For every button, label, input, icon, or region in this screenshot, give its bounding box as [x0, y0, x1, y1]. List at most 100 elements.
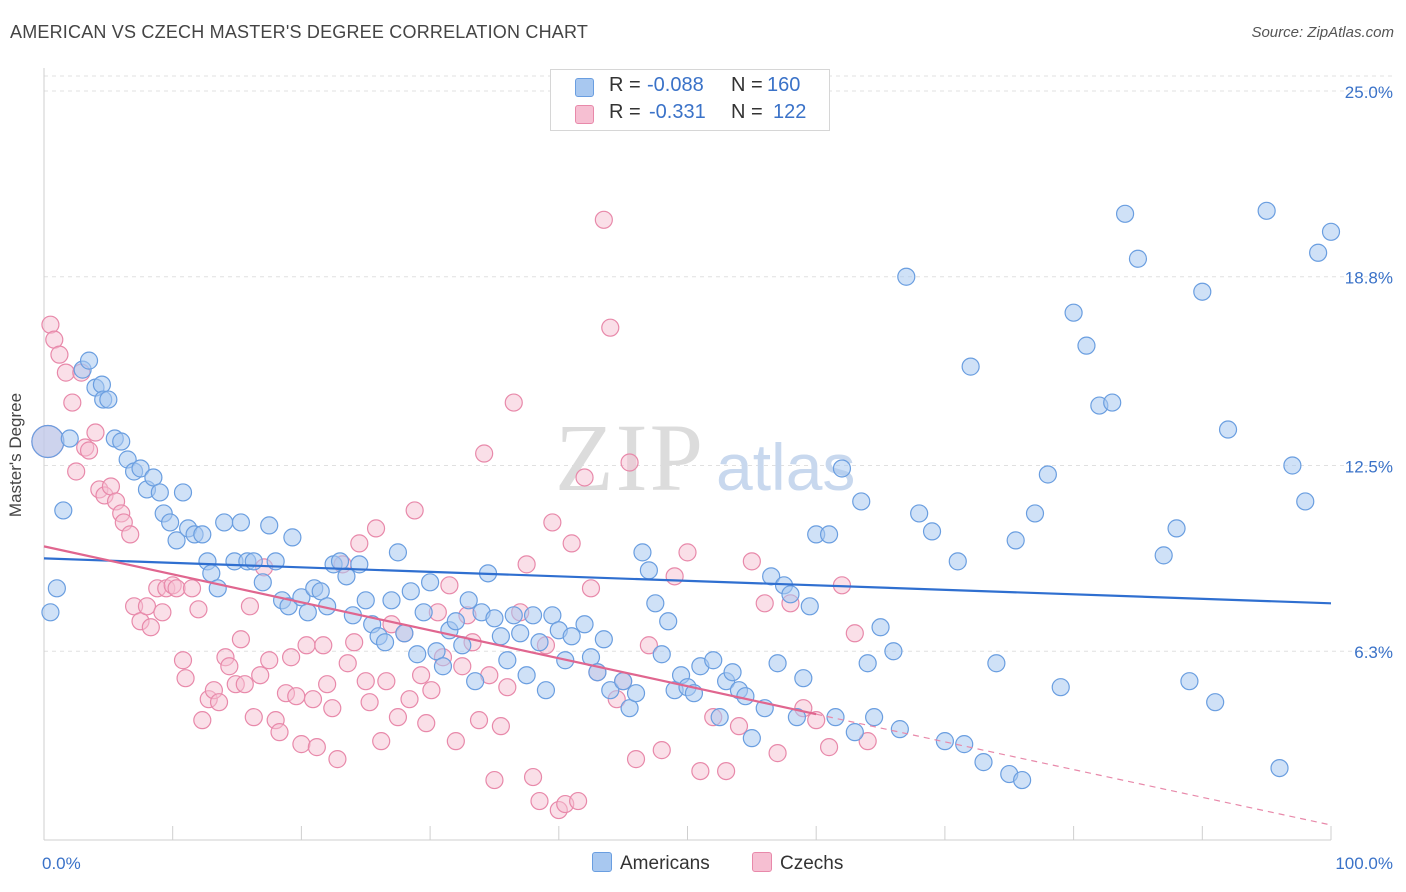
czech-point [422, 681, 441, 700]
czech-point [318, 675, 337, 694]
czech-point [388, 708, 408, 727]
y-tick-label: 6.3% [1354, 643, 1393, 662]
american-point [601, 681, 620, 700]
legend-n-value: 122 [773, 101, 807, 123]
american-point [736, 687, 755, 706]
american-point [639, 561, 658, 580]
legend-n-label: N = [731, 101, 763, 123]
czech-point [282, 648, 301, 667]
american-point [800, 597, 819, 616]
american-point [1167, 519, 1186, 538]
czech-point [270, 723, 289, 742]
czech-point [220, 657, 239, 676]
american-point [897, 267, 916, 286]
american-point [871, 618, 890, 637]
watermark-atlas: atlas [716, 430, 855, 504]
bottom-legend-label-americans: Americans [620, 853, 710, 874]
chart-title: AMERICAN VS CZECH MASTER'S DEGREE CORREL… [10, 22, 589, 42]
american-point [1077, 336, 1096, 355]
czech-point [231, 630, 251, 649]
czech-point [167, 579, 186, 598]
czech-point [67, 462, 86, 481]
american-point [375, 633, 395, 652]
czech-point [121, 525, 140, 544]
czech-point [176, 669, 195, 688]
czech-point [56, 363, 75, 382]
czech-point [498, 678, 517, 697]
czech-trend-line [43, 545, 817, 716]
american-point [421, 573, 440, 592]
czech-point [717, 761, 736, 781]
american-point [466, 672, 485, 691]
legend-swatch-czechs [575, 105, 594, 124]
american-point [1206, 693, 1225, 712]
american-point [337, 567, 356, 586]
y-tick-label: 18.8% [1345, 269, 1393, 288]
american-point [742, 729, 761, 748]
american-point [1154, 546, 1173, 565]
bottom-legend-label-czechs: Czechs [780, 853, 844, 874]
czech-point [742, 552, 761, 571]
czech-point [297, 636, 316, 655]
american-point [536, 681, 556, 700]
y-tick-label: 12.5% [1345, 457, 1393, 476]
czech-point [652, 741, 671, 760]
american-point [704, 651, 723, 670]
american-point [819, 525, 839, 544]
american-point [832, 459, 852, 478]
american-point [60, 429, 79, 448]
american-point [511, 624, 530, 643]
american-point [31, 424, 65, 459]
x-tick-label-min: 0.0% [42, 854, 81, 873]
legend-r-label: R = [609, 101, 641, 123]
czech-point [469, 711, 489, 730]
american-point [633, 543, 652, 562]
american-point [150, 483, 169, 502]
american-point [517, 666, 536, 685]
czech-point [581, 579, 601, 598]
american-point [498, 651, 517, 670]
american-point [826, 708, 845, 727]
legend-r-value: -0.331 [649, 101, 706, 123]
y-tick-label: 25.0% [1345, 83, 1393, 102]
bottom-legend-americans: Americans [592, 852, 710, 875]
american-point [433, 657, 453, 676]
czech-point [405, 501, 424, 520]
czech-point [691, 761, 710, 781]
czech-point [517, 555, 536, 574]
american-point [787, 708, 806, 727]
czech-point [292, 735, 311, 754]
american-point [768, 654, 787, 673]
american-point [253, 573, 272, 592]
american-point [99, 390, 118, 409]
czech-point [729, 717, 749, 736]
american-point [47, 579, 66, 598]
czech-point [50, 345, 69, 364]
american-point [961, 357, 980, 376]
czech-point [372, 732, 391, 751]
watermark: ZIP atlas [555, 404, 855, 511]
american-point [614, 672, 633, 691]
american-point [401, 582, 420, 601]
czech-point [356, 672, 375, 691]
correlation-legend: R = -0.088 N = 160 R = -0.331 N = 122 [550, 69, 830, 131]
czech-point [845, 624, 864, 643]
czech-point [755, 594, 774, 613]
american-point [1296, 492, 1315, 511]
american-point [987, 654, 1006, 673]
american-point [620, 699, 639, 718]
american-point [1038, 465, 1057, 484]
american-point [890, 720, 909, 739]
american-point [1309, 243, 1328, 262]
american-point [41, 603, 60, 622]
czech-point [601, 318, 620, 337]
czech-point [504, 393, 523, 412]
american-point [948, 552, 967, 571]
bottom-legend-swatch-americans [592, 852, 612, 872]
czech-point [173, 651, 193, 670]
czech-point [41, 315, 60, 334]
american-point [710, 708, 729, 727]
czech-point [446, 732, 465, 751]
legend-n-label: N = [731, 74, 763, 96]
american-point [594, 630, 613, 649]
